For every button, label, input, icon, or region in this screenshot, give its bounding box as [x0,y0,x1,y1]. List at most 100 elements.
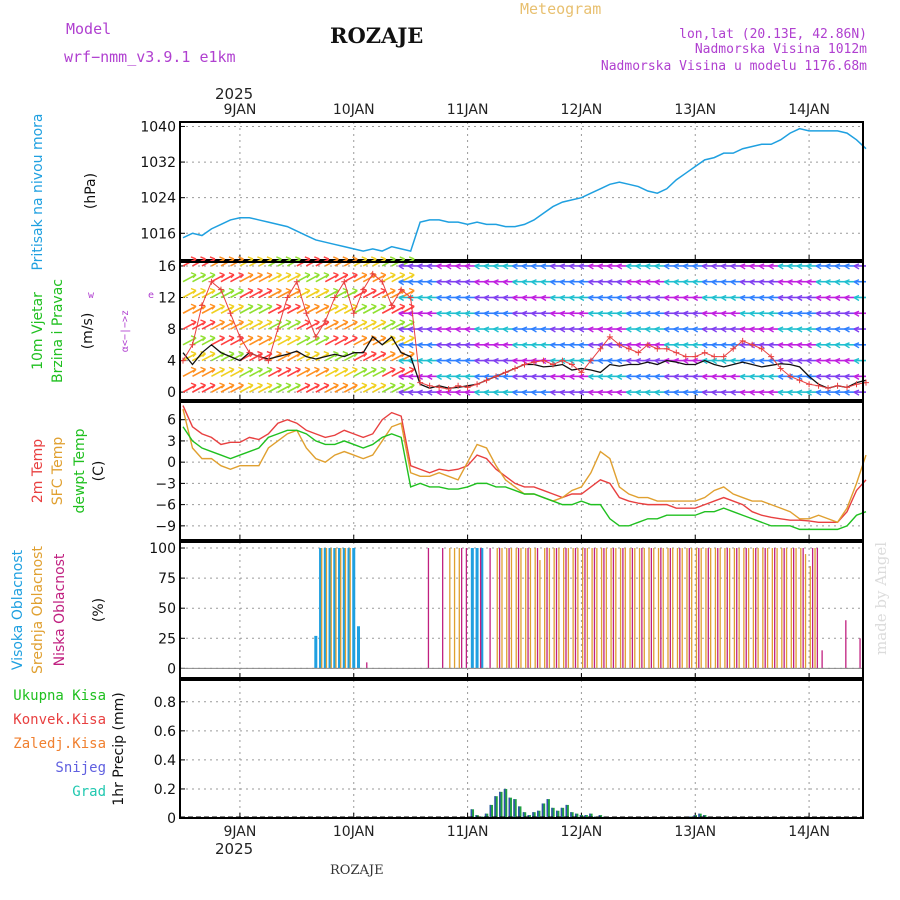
wind-arrowhead [352,366,358,373]
wind-arrow [343,289,358,299]
precip-bar-conv [470,809,473,818]
wind-arrowhead [361,366,368,373]
wind-arrowhead [540,263,547,270]
panels: 1016 1024 1032 1040 Pritisak na nivou mora (h… [10,113,869,827]
y-tick-label: 0.6 [154,724,176,740]
panel-ylabel: Visoka Oblacnost [10,549,26,670]
wind-arrowhead [616,326,623,333]
wind-arrow [277,305,292,314]
wind-arrowhead [247,287,254,294]
wind-arrow [182,368,197,378]
wind-gust-marker [265,357,272,364]
wind-arrowhead [559,373,566,380]
wind-arrowhead [569,389,575,396]
wind-arrowhead [815,373,822,380]
precip-bar [494,796,498,818]
wind-arrowhead [257,287,263,294]
wind-arrowhead [370,382,377,389]
wind-arrow [286,289,301,299]
wind-arrowhead [314,272,320,279]
wind-arrowhead [559,263,566,270]
wind-arrowhead [607,279,613,286]
wind-arrow [296,305,311,314]
wind-arrow [182,321,197,330]
wind-arrowhead [285,335,292,342]
precip-bar-conv [584,815,586,818]
wind-arrowhead [777,326,784,333]
wind-arrow [258,384,273,393]
precip-bar [584,815,588,818]
wind-arrowhead [295,366,301,373]
wind-arrowhead [455,357,461,365]
wind-arrowhead [739,279,746,286]
wind-arrow [362,384,377,393]
wind-gust-marker [787,373,794,380]
wind-arrowhead [398,263,405,270]
wind-gust-marker [559,357,566,364]
wind-arrowhead [701,373,708,380]
wind-arrowhead [853,263,860,270]
wind-arrowhead [625,263,632,270]
wind-arrow [277,274,292,283]
wind-arrowhead [625,279,632,286]
wind-arrowhead [834,279,841,286]
wind-arrowhead [768,294,774,302]
wind-arrowhead [701,263,708,270]
y-tick-label: 0 [167,385,176,401]
wind-arrowhead [834,294,841,302]
wind-arrowhead [464,263,471,270]
wind-arrowhead [370,350,377,358]
wind-arrowhead [531,263,537,270]
temp-line-2 [182,426,867,531]
wind-arrow [391,321,406,330]
wind-arrowhead [521,342,528,349]
wind-arrow [239,321,254,330]
wind-arrowhead [342,382,349,389]
wind-gust-marker [825,385,832,392]
wind-arrowhead [352,272,358,279]
wind-arrowhead [333,335,339,342]
wind-gust-marker [398,286,405,293]
wind-arrow [305,337,320,346]
year-bottom: 2025 [215,840,253,858]
precip-bar [508,797,512,818]
wind-arrowhead [654,294,661,302]
wind-arrowhead [777,373,784,380]
wind-arrowhead [219,272,225,279]
wind-arrowhead [474,263,480,270]
wind-arrowhead [380,303,387,310]
wind-arrowhead [749,263,756,270]
wind-arrowhead [559,326,566,333]
wind-arrowhead [238,272,244,279]
precip-bar-conv [503,788,506,818]
wind-arrowhead [815,326,822,333]
wind-arrowhead [844,263,850,270]
wind-arrow [372,289,387,299]
wind-arrow [343,352,358,362]
wind-arrowhead [853,294,860,302]
wind-arrowhead [531,294,537,302]
y-tick-label: −3 [155,476,176,492]
wind-arrowhead [607,342,613,349]
wind-arrowhead [588,373,594,380]
wind-arrowhead [711,294,718,302]
wind-arrowhead [408,272,415,279]
panel-frame [179,541,864,679]
wind-arrow [286,337,301,346]
wind-gust-marker [663,345,670,352]
wind-arrowhead [663,373,670,380]
wind-arrowhead [550,294,556,302]
top-day-label: 14JAN [788,102,830,118]
wind-gust-marker [407,294,414,301]
wind-arrowhead [796,294,803,302]
wind-arrowhead [190,382,197,389]
wind-arrowhead [540,279,547,286]
wind-arrowhead [692,310,699,317]
wind-gust-marker [208,278,215,285]
wind-arrowhead [389,382,396,389]
precip-legend-item: Zaledj.Kisa [13,736,106,752]
wind-arrowhead [247,335,254,342]
wind-arrow [249,321,263,330]
wind-arrowhead [483,389,490,396]
wind-arrowhead [692,342,699,349]
